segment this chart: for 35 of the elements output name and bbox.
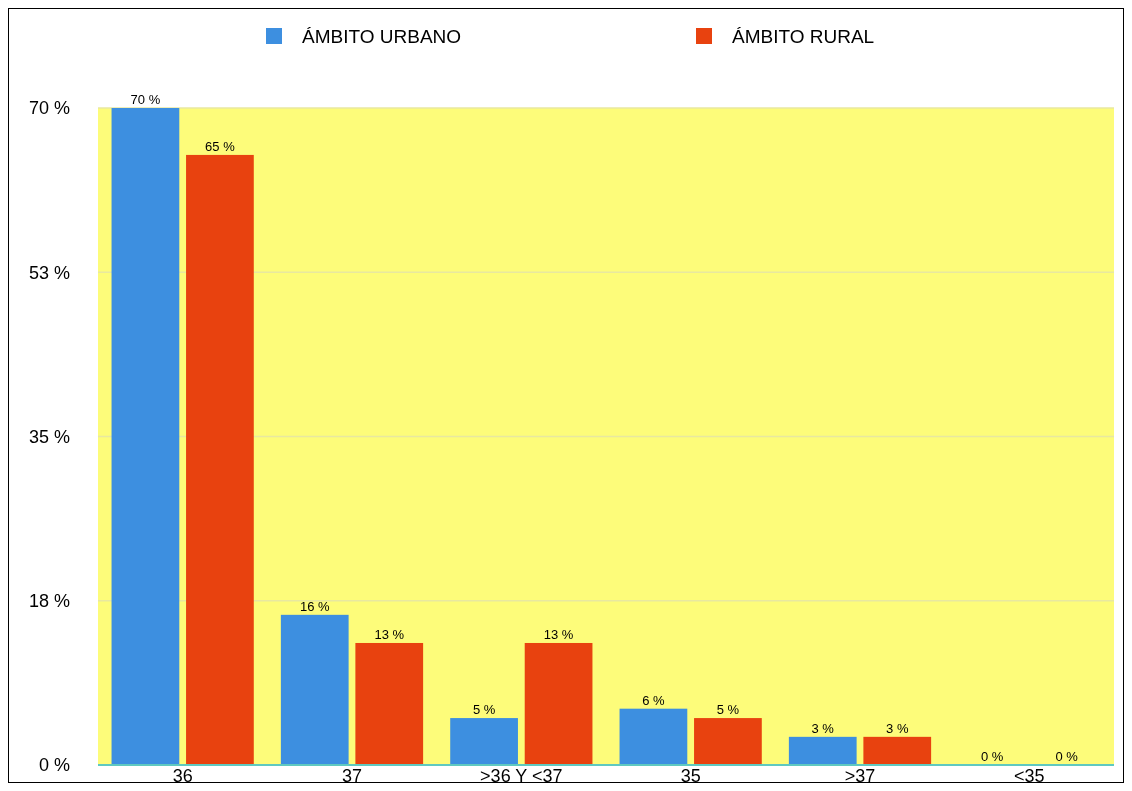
- data-label: 13 %: [374, 626, 405, 642]
- legend-label: ÁMBITO URBANO: [302, 25, 462, 47]
- bar: [355, 642, 424, 765]
- x-tick-label: <35: [1014, 766, 1045, 786]
- data-label: 0 %: [1055, 749, 1079, 764]
- data-label: 16 %: [299, 598, 330, 614]
- data-label: 3 %: [886, 720, 909, 736]
- bar: [524, 642, 593, 765]
- data-label: 5 %: [472, 702, 496, 718]
- data-label: 65 %: [205, 138, 236, 154]
- y-tick-label: 35 %: [28, 426, 70, 447]
- bar: [280, 614, 349, 765]
- y-tick-label: 0 %: [38, 755, 70, 776]
- data-label: 3 %: [811, 720, 835, 736]
- data-label: 70 %: [130, 92, 161, 107]
- data-label: 0 %: [980, 749, 1004, 764]
- x-tick-label: 35: [680, 766, 701, 786]
- bar: [111, 108, 180, 765]
- bar: [788, 736, 857, 765]
- bar: [863, 736, 932, 765]
- bar: [450, 718, 518, 765]
- y-tick-label: 53 %: [28, 262, 70, 283]
- x-tick-label: >36 Y <37: [480, 766, 563, 786]
- bar: [619, 708, 688, 765]
- y-tick-label: 70 %: [28, 98, 70, 119]
- bar: [694, 718, 762, 765]
- y-tick-label: 18 %: [28, 591, 70, 612]
- x-tick-label: >37: [844, 766, 876, 786]
- data-label: 13 %: [543, 626, 574, 642]
- legend-label: ÁMBITO RURAL: [732, 25, 875, 47]
- data-label: 5 %: [716, 702, 740, 718]
- x-tick-label: 36: [172, 766, 193, 786]
- data-label: 6 %: [642, 692, 666, 708]
- bar: [186, 154, 254, 765]
- x-tick-label: 37: [341, 766, 363, 786]
